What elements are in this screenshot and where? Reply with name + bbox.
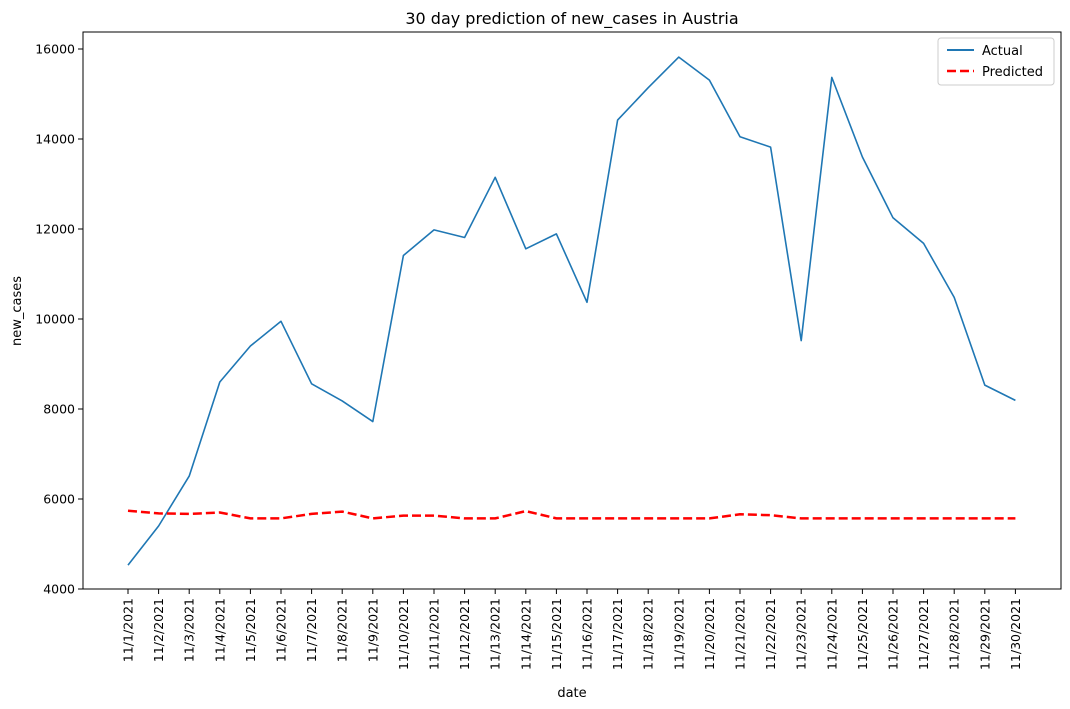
x-tick-label: 11/16/2021 [580, 598, 595, 670]
x-tick-label: 11/30/2021 [1008, 598, 1023, 670]
x-tick-label: 11/1/2021 [121, 598, 136, 662]
series-line-predicted [127, 509, 1016, 520]
x-axis-label: date [557, 686, 586, 701]
x-tick-label: 11/6/2021 [274, 598, 289, 662]
x-tick-label: 11/5/2021 [243, 598, 258, 662]
y-axis: 4000 6000 8000 10000 12000 14000 16000 [35, 42, 83, 597]
x-tick-label: 11/10/2021 [396, 598, 411, 670]
x-tick-label: 11/2/2021 [151, 598, 166, 662]
x-tick-label: 11/14/2021 [518, 598, 533, 670]
series-line-actual [127, 56, 1016, 566]
x-tick-label: 11/18/2021 [641, 598, 656, 670]
series-layer [127, 56, 1016, 566]
y-tick-label: 12000 [35, 222, 75, 237]
y-tick-label: 6000 [43, 492, 75, 507]
y-tick-label: 14000 [35, 132, 75, 147]
x-tick-label: 11/11/2021 [427, 598, 442, 670]
y-tick-label: 4000 [43, 582, 75, 597]
x-tick-label: 11/9/2021 [365, 598, 380, 662]
x-tick-label: 11/15/2021 [549, 598, 564, 670]
x-tick-label: 11/27/2021 [916, 598, 931, 670]
y-tick-label: 10000 [35, 312, 75, 327]
x-tick-label: 11/20/2021 [702, 598, 717, 670]
x-tick-label: 11/17/2021 [610, 598, 625, 670]
x-axis: 11/1/2021 11/2/2021 11/3/2021 11/4/2021 11/5… [121, 589, 1023, 670]
legend: Actual Predicted [937, 37, 1055, 86]
x-tick-label: 11/3/2021 [182, 598, 197, 662]
plot-area [82, 31, 1062, 590]
x-tick-label: 11/4/2021 [212, 598, 227, 662]
x-tick-label: 11/22/2021 [763, 598, 778, 670]
x-tick-label: 11/26/2021 [886, 598, 901, 670]
x-tick-label: 11/24/2021 [824, 598, 839, 670]
x-tick-label: 11/7/2021 [304, 598, 319, 662]
x-tick-label: 11/13/2021 [488, 598, 503, 670]
x-tick-label: 11/21/2021 [733, 598, 748, 670]
x-tick-label: 11/8/2021 [335, 598, 350, 662]
x-tick-label: 11/28/2021 [947, 598, 962, 670]
x-tick-label: 11/23/2021 [794, 598, 809, 670]
y-tick-label: 8000 [43, 402, 75, 417]
legend-label-actual: Actual [982, 44, 1023, 59]
x-tick-label: 11/19/2021 [671, 598, 686, 670]
y-axis-label: new_cases [10, 276, 25, 346]
x-tick-label: 11/12/2021 [457, 598, 472, 670]
x-tick-label: 11/29/2021 [977, 598, 992, 670]
legend-label-predicted: Predicted [982, 65, 1043, 80]
chart-title: 30 day prediction of new_cases in Austri… [405, 9, 738, 29]
x-tick-label: 11/25/2021 [855, 598, 870, 670]
y-tick-label: 16000 [35, 42, 75, 57]
